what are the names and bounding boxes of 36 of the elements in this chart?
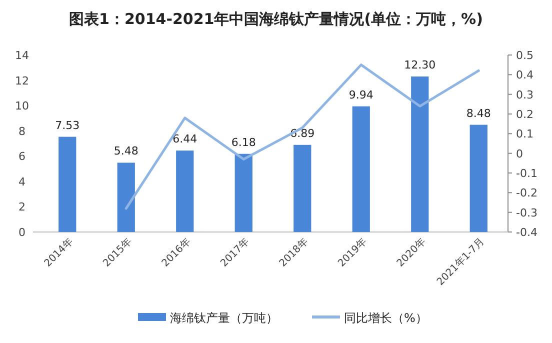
bar	[117, 162, 135, 232]
bar	[176, 150, 194, 232]
y2-tick-label: 0.5	[516, 49, 534, 62]
legend-label: 同比增长（%）	[344, 311, 428, 325]
y2-tick-label: 0.3	[516, 88, 534, 102]
y-tick-label: 0	[18, 226, 26, 239]
data-label: 8.48	[466, 106, 491, 120]
bar	[234, 154, 252, 232]
y-tick-label: 14	[15, 49, 29, 62]
y2-tick-label: 0	[516, 147, 523, 160]
data-label: 7.53	[55, 118, 80, 132]
y-tick-label: 4	[18, 175, 26, 188]
bar	[470, 124, 488, 232]
y-tick-label: 2	[18, 200, 26, 214]
y2-tick-label: 0.1	[516, 128, 534, 141]
y2-tick-label: -0.1	[516, 167, 538, 180]
data-label: 6.18	[231, 136, 256, 149]
data-label: 12.30	[404, 58, 436, 72]
bar	[294, 144, 312, 232]
y2-tick-label: -0.2	[516, 186, 538, 200]
bar	[411, 76, 429, 232]
y2-tick-label: -0.3	[516, 206, 538, 220]
legend-label: 海绵钛产量（万吨）	[170, 311, 278, 325]
bar	[58, 136, 76, 232]
y-tick-label: 8	[18, 124, 26, 138]
chart-title: 图表1：2014-2021年中国海绵钛产量情况(单位：万吨，%)	[69, 10, 483, 28]
y-tick-label: 10	[15, 100, 29, 113]
y-tick-label: 12	[15, 74, 29, 88]
bar	[352, 106, 370, 232]
y2-tick-label: 0.2	[516, 108, 534, 121]
data-label: 6.44	[172, 132, 198, 146]
data-label: 5.48	[114, 144, 138, 158]
data-label: 9.94	[348, 88, 374, 102]
y2-tick-label: -0.4	[516, 226, 538, 239]
y2-tick-label: 0.4	[516, 68, 534, 82]
y-tick-label: 6	[18, 150, 26, 164]
